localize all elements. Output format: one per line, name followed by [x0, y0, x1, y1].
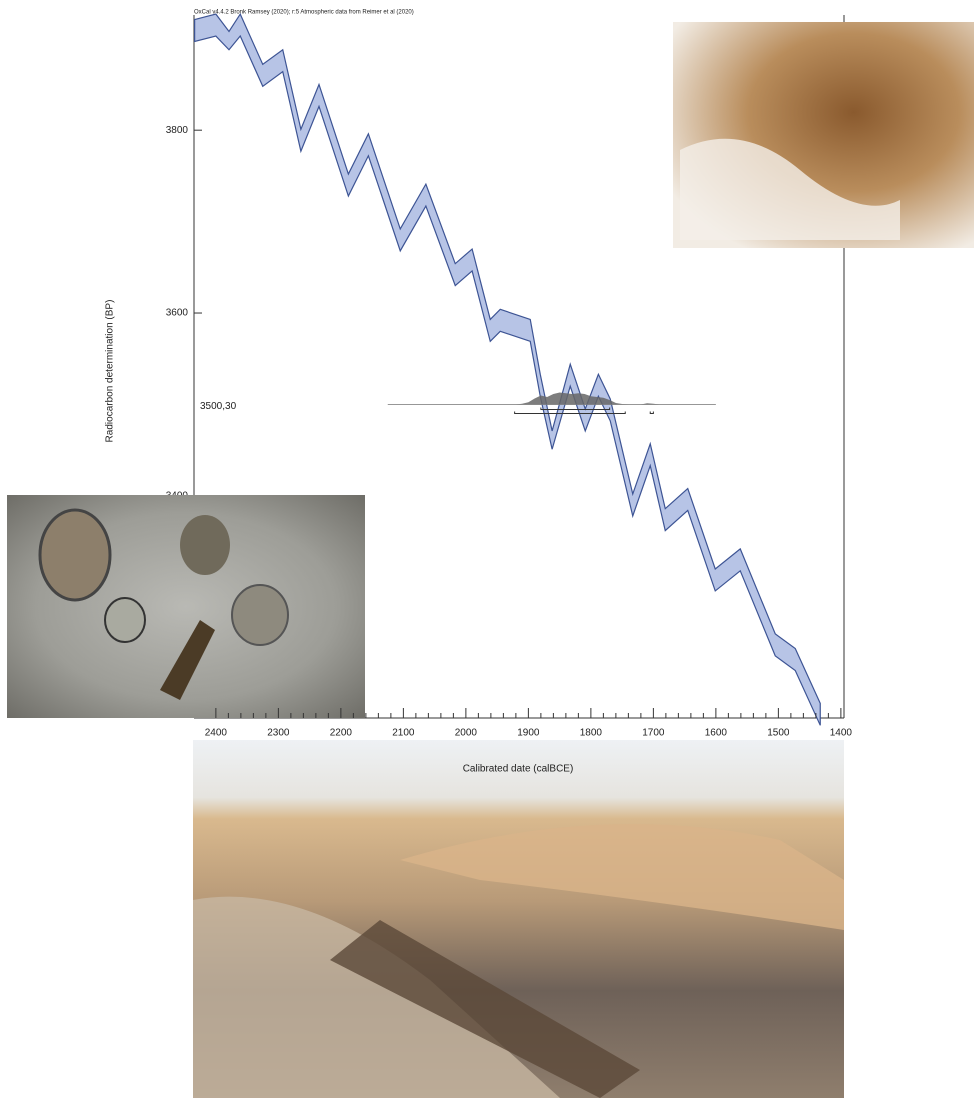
y-tick-label: 3800 [166, 125, 189, 136]
range-bracket [540, 407, 611, 410]
y-tick-label: 3600 [166, 308, 189, 319]
calibration-band [194, 12, 821, 726]
range-bracket [514, 411, 626, 414]
excavation-photo [193, 740, 844, 1098]
chart-title: OxCal v4.4.2 Bronk Ramsey (2020); r:5 At… [194, 10, 414, 16]
fiber-photo [673, 22, 974, 248]
x-axis-group: 2400 2300 2200 2100 2000 1900 1800 1700 1600 1500… [205, 708, 853, 739]
x-tick-label: 1700 [642, 728, 665, 739]
measurement-label: 3500,30 [200, 401, 237, 412]
x-tick-label: 2300 [267, 728, 290, 739]
x-tick-label: 1400 [830, 728, 853, 739]
y-axis-label: Radiocarbon determination (BP) [105, 300, 116, 443]
microscope-photo [7, 495, 365, 718]
x-tick-label: 2000 [455, 728, 478, 739]
x-tick-label: 2100 [392, 728, 415, 739]
x-tick-label: 1900 [517, 728, 540, 739]
x-axis-label: Calibrated date (calBCE) [463, 764, 574, 775]
x-tick-label: 2400 [205, 728, 228, 739]
x-tick-label: 1800 [580, 728, 603, 739]
range-bracket [649, 411, 654, 414]
probability-distribution [515, 392, 660, 405]
x-tick-label: 2200 [330, 728, 353, 739]
x-tick-label: 1600 [705, 728, 728, 739]
x-tick-label: 1500 [767, 728, 790, 739]
